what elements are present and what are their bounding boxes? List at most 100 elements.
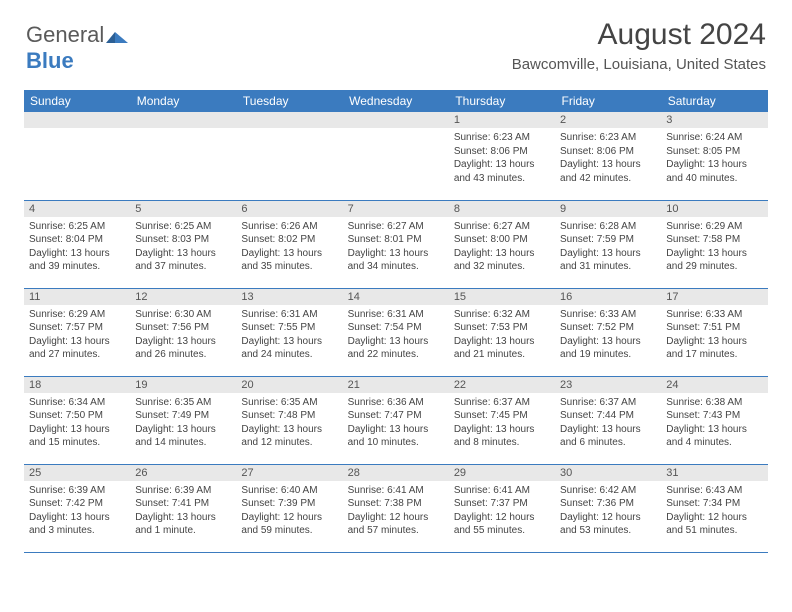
sunrise-text: Sunrise: 6:28 AM	[560, 220, 656, 234]
day-number: 12	[130, 289, 236, 305]
day-info: Sunrise: 6:33 AMSunset: 7:51 PMDaylight:…	[661, 305, 767, 366]
day-info: Sunrise: 6:29 AMSunset: 7:57 PMDaylight:…	[24, 305, 130, 366]
brand-mark-icon	[106, 29, 128, 43]
daylight-text: Daylight: 13 hours and 29 minutes.	[666, 247, 762, 274]
sunrise-text: Sunrise: 6:41 AM	[348, 484, 444, 498]
sunrise-text: Sunrise: 6:33 AM	[560, 308, 656, 322]
daylight-text: Daylight: 13 hours and 14 minutes.	[135, 423, 231, 450]
weekday-header: Tuesday	[236, 90, 342, 112]
day-number: 13	[236, 289, 342, 305]
calendar-cell: 27Sunrise: 6:40 AMSunset: 7:39 PMDayligh…	[236, 464, 342, 552]
sunrise-text: Sunrise: 6:31 AM	[241, 308, 337, 322]
sunrise-text: Sunrise: 6:42 AM	[560, 484, 656, 498]
calendar-cell: 14Sunrise: 6:31 AMSunset: 7:54 PMDayligh…	[343, 288, 449, 376]
location-text: Bawcomville, Louisiana, United States	[512, 56, 766, 73]
day-number: 6	[236, 201, 342, 217]
sunrise-text: Sunrise: 6:25 AM	[29, 220, 125, 234]
calendar-week-row: 4Sunrise: 6:25 AMSunset: 8:04 PMDaylight…	[24, 200, 768, 288]
day-info: Sunrise: 6:31 AMSunset: 7:55 PMDaylight:…	[236, 305, 342, 366]
calendar-cell: 11Sunrise: 6:29 AMSunset: 7:57 PMDayligh…	[24, 288, 130, 376]
daylight-text: Daylight: 13 hours and 42 minutes.	[560, 158, 656, 185]
sunrise-text: Sunrise: 6:24 AM	[666, 131, 762, 145]
calendar-cell: 21Sunrise: 6:36 AMSunset: 7:47 PMDayligh…	[343, 376, 449, 464]
weekday-header: Sunday	[24, 90, 130, 112]
day-info: Sunrise: 6:31 AMSunset: 7:54 PMDaylight:…	[343, 305, 449, 366]
daylight-text: Daylight: 12 hours and 51 minutes.	[666, 511, 762, 538]
sunrise-text: Sunrise: 6:29 AM	[29, 308, 125, 322]
sunrise-text: Sunrise: 6:37 AM	[560, 396, 656, 410]
daylight-text: Daylight: 13 hours and 35 minutes.	[241, 247, 337, 274]
daylight-text: Daylight: 13 hours and 43 minutes.	[454, 158, 550, 185]
weekday-header: Wednesday	[343, 90, 449, 112]
day-info: Sunrise: 6:37 AMSunset: 7:44 PMDaylight:…	[555, 393, 661, 454]
day-number: 10	[661, 201, 767, 217]
daylight-text: Daylight: 12 hours and 53 minutes.	[560, 511, 656, 538]
sunset-text: Sunset: 7:48 PM	[241, 409, 337, 423]
sunset-text: Sunset: 7:57 PM	[29, 321, 125, 335]
daylight-text: Daylight: 13 hours and 17 minutes.	[666, 335, 762, 362]
sunset-text: Sunset: 8:03 PM	[135, 233, 231, 247]
calendar-week-row: 11Sunrise: 6:29 AMSunset: 7:57 PMDayligh…	[24, 288, 768, 376]
day-number: 8	[449, 201, 555, 217]
day-info: Sunrise: 6:35 AMSunset: 7:48 PMDaylight:…	[236, 393, 342, 454]
sunrise-text: Sunrise: 6:33 AM	[666, 308, 762, 322]
sunset-text: Sunset: 7:59 PM	[560, 233, 656, 247]
weekday-header: Thursday	[449, 90, 555, 112]
sunrise-text: Sunrise: 6:41 AM	[454, 484, 550, 498]
day-info: Sunrise: 6:23 AMSunset: 8:06 PMDaylight:…	[555, 128, 661, 189]
daylight-text: Daylight: 13 hours and 24 minutes.	[241, 335, 337, 362]
sunset-text: Sunset: 7:45 PM	[454, 409, 550, 423]
day-number: 29	[449, 465, 555, 481]
sunset-text: Sunset: 8:04 PM	[29, 233, 125, 247]
calendar-cell: 17Sunrise: 6:33 AMSunset: 7:51 PMDayligh…	[661, 288, 767, 376]
title-block: August 2024 Bawcomville, Louisiana, Unit…	[512, 18, 766, 73]
sunrise-text: Sunrise: 6:39 AM	[135, 484, 231, 498]
sunrise-text: Sunrise: 6:23 AM	[454, 131, 550, 145]
calendar-week-row: 25Sunrise: 6:39 AMSunset: 7:42 PMDayligh…	[24, 464, 768, 552]
sunset-text: Sunset: 7:56 PM	[135, 321, 231, 335]
sunset-text: Sunset: 8:00 PM	[454, 233, 550, 247]
sunset-text: Sunset: 7:50 PM	[29, 409, 125, 423]
day-info: Sunrise: 6:32 AMSunset: 7:53 PMDaylight:…	[449, 305, 555, 366]
daylight-text: Daylight: 13 hours and 26 minutes.	[135, 335, 231, 362]
sunset-text: Sunset: 8:01 PM	[348, 233, 444, 247]
calendar-header-row: SundayMondayTuesdayWednesdayThursdayFrid…	[24, 90, 768, 112]
calendar-week-row: 18Sunrise: 6:34 AMSunset: 7:50 PMDayligh…	[24, 376, 768, 464]
daylight-text: Daylight: 13 hours and 32 minutes.	[454, 247, 550, 274]
daylight-text: Daylight: 12 hours and 59 minutes.	[241, 511, 337, 538]
daylight-text: Daylight: 13 hours and 6 minutes.	[560, 423, 656, 450]
sunrise-text: Sunrise: 6:36 AM	[348, 396, 444, 410]
day-info: Sunrise: 6:33 AMSunset: 7:52 PMDaylight:…	[555, 305, 661, 366]
calendar-body: 1Sunrise: 6:23 AMSunset: 8:06 PMDaylight…	[24, 112, 768, 552]
sunrise-text: Sunrise: 6:31 AM	[348, 308, 444, 322]
daylight-text: Daylight: 13 hours and 8 minutes.	[454, 423, 550, 450]
sunrise-text: Sunrise: 6:27 AM	[454, 220, 550, 234]
daylight-text: Daylight: 13 hours and 1 minute.	[135, 511, 231, 538]
calendar-cell: 23Sunrise: 6:37 AMSunset: 7:44 PMDayligh…	[555, 376, 661, 464]
sunset-text: Sunset: 7:41 PM	[135, 497, 231, 511]
daylight-text: Daylight: 13 hours and 31 minutes.	[560, 247, 656, 274]
day-info: Sunrise: 6:35 AMSunset: 7:49 PMDaylight:…	[130, 393, 236, 454]
sunset-text: Sunset: 7:53 PM	[454, 321, 550, 335]
sunset-text: Sunset: 7:58 PM	[666, 233, 762, 247]
day-number: 2	[555, 112, 661, 128]
day-info: Sunrise: 6:27 AMSunset: 8:01 PMDaylight:…	[343, 217, 449, 278]
calendar-table: SundayMondayTuesdayWednesdayThursdayFrid…	[24, 90, 768, 553]
day-info: Sunrise: 6:38 AMSunset: 7:43 PMDaylight:…	[661, 393, 767, 454]
day-info: Sunrise: 6:42 AMSunset: 7:36 PMDaylight:…	[555, 481, 661, 542]
sunset-text: Sunset: 7:34 PM	[666, 497, 762, 511]
calendar-cell: 19Sunrise: 6:35 AMSunset: 7:49 PMDayligh…	[130, 376, 236, 464]
day-number: 23	[555, 377, 661, 393]
day-info: Sunrise: 6:29 AMSunset: 7:58 PMDaylight:…	[661, 217, 767, 278]
day-number: 15	[449, 289, 555, 305]
sunset-text: Sunset: 8:06 PM	[454, 145, 550, 159]
sunrise-text: Sunrise: 6:40 AM	[241, 484, 337, 498]
day-number: 31	[661, 465, 767, 481]
day-number: 11	[24, 289, 130, 305]
sunrise-text: Sunrise: 6:43 AM	[666, 484, 762, 498]
day-number: 7	[343, 201, 449, 217]
sunset-text: Sunset: 7:37 PM	[454, 497, 550, 511]
day-number: 25	[24, 465, 130, 481]
calendar-cell	[343, 112, 449, 200]
sunset-text: Sunset: 7:38 PM	[348, 497, 444, 511]
